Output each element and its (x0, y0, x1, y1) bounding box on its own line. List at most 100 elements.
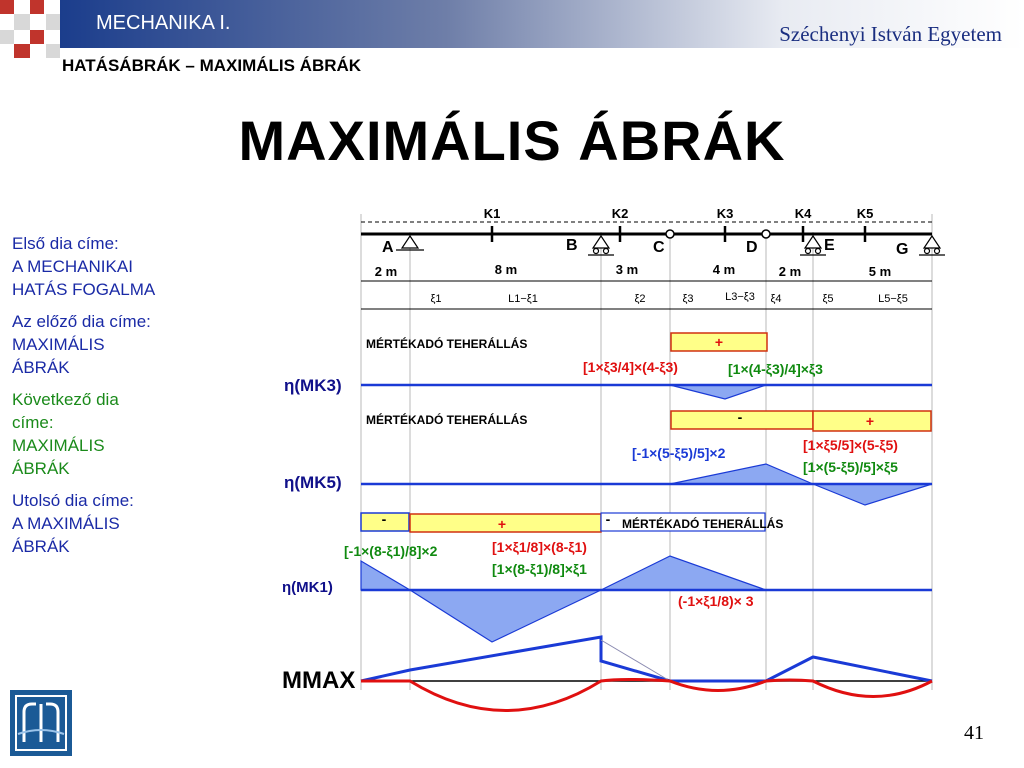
k5-formula-pos1: [1×ξ5/5]×(5-ξ5) (803, 437, 898, 453)
k1-influence-area-mid (407, 589, 602, 643)
section-ticks (490, 226, 867, 242)
load-sign-k1-minus-left: - (382, 511, 387, 527)
xi-label-6: ξ4 (770, 293, 781, 305)
load-box-k1-minus-right (600, 512, 766, 532)
page-title: MAXIMÁLIS ÁBRÁK (238, 109, 786, 172)
xi-label-3: ξ2 (634, 293, 645, 305)
header-bar (60, 0, 1024, 48)
mmax-label: MMAX (282, 667, 355, 694)
nav-last-title-2: ÁBRÁK (12, 537, 70, 556)
k3-formula-right: [1×(4-ξ3)/4]×ξ3 (728, 361, 823, 377)
nav-next-slide[interactable]: Következő dia címe: MAXIMÁLIS ÁBRÁK (12, 388, 212, 480)
k1-formula-neg2: (-1×ξ1/8)× 3 (678, 593, 754, 609)
slide-navigation: Első dia címe: A MECHANIKAI HATÁS FOGALM… (12, 232, 212, 567)
nav-next-title-2: ÁBRÁK (12, 459, 70, 478)
support-a (396, 234, 424, 251)
k1-influence-area-right (600, 555, 767, 591)
nav-last-label: Utolsó dia címe: (12, 491, 134, 510)
nav-prev-label: Az előző dia címe: (12, 312, 151, 331)
section-label-k3: K3 (717, 206, 734, 221)
xi-label-5: L3−ξ3 (725, 291, 755, 303)
nav-first-title-2: HATÁS FOGALMA (12, 280, 156, 299)
support-b (588, 234, 614, 256)
xi-label-4: ξ3 (682, 293, 693, 305)
nav-prev-slide[interactable]: Az előző dia címe: MAXIMÁLIS ÁBRÁK (12, 310, 212, 379)
support-e (800, 234, 826, 256)
span-label-ab-2m: 2 m (375, 264, 397, 279)
k5-formula-neg: [-1×(5-ξ5)/5]×2 (632, 445, 726, 461)
eta-k3-label: η(MK3) (284, 376, 342, 395)
supports (396, 234, 945, 256)
nav-prev-title-1: MAXIMÁLIS (12, 335, 105, 354)
span-label-ab-8m: 8 m (495, 262, 517, 277)
hinge-d (761, 229, 771, 239)
xi-label-2: L1−ξ1 (508, 293, 538, 305)
k1-formula-pos2: [1×(8-ξ1)/8]×ξ1 (492, 561, 587, 577)
load-box-k3-plus (670, 332, 768, 352)
xi-label-8: L5−ξ5 (878, 293, 908, 305)
university-name: Széchenyi István Egyetem (779, 22, 1002, 46)
section-label-k5: K5 (857, 206, 874, 221)
load-label-k5: MÉRTÉKADÓ TEHERÁLLÁS (366, 412, 527, 427)
span-labels: 2 m 8 m 3 m 4 m 2 m 5 m (375, 262, 891, 279)
mmax-helper-line (600, 639, 671, 682)
section-labels: K1 K2 K3 K4 K5 (484, 206, 874, 221)
course-title: MECHANIKA I. (96, 12, 231, 34)
nav-first-label: Első dia címe: (12, 234, 119, 253)
k3-influence-area (669, 384, 767, 400)
k5-influence-area-pos (812, 483, 933, 506)
nav-prev-title-2: ÁBRÁK (12, 358, 70, 377)
section-label-k1: K1 (484, 206, 501, 221)
load-sign-k5-minus: - (738, 409, 743, 425)
k3-formula-left: [1×ξ3/4]×(4-ξ3) (583, 359, 678, 375)
support-g (919, 234, 945, 256)
k1-formula-pos1: [1×ξ1/8]×(8-ξ1) (492, 539, 587, 555)
point-label-d: D (746, 239, 758, 256)
section-subtitle: HATÁSÁBRÁK – MAXIMÁLIS ÁBRÁK (62, 56, 362, 75)
nav-next-label-1: Következő dia (12, 390, 119, 409)
nav-last-slide[interactable]: Utolsó dia címe: A MAXIMÁLIS ÁBRÁK (12, 489, 212, 558)
span-label-de: 2 m (779, 264, 801, 279)
section-label-k2: K2 (612, 206, 629, 221)
page-number: 41 (964, 722, 984, 744)
point-labels: A B C D E G (382, 237, 908, 258)
span-label-eg: 5 m (869, 264, 891, 279)
load-sign-k1-minus-right: - (606, 511, 611, 527)
grid-lines (360, 214, 933, 690)
load-box-k1-minus-left (360, 512, 410, 532)
load-box-k5-plus (812, 410, 932, 432)
k5-influence-area-neg (669, 463, 814, 485)
k5-formula-pos2: [1×(5-ξ5)/5]×ξ5 (803, 459, 898, 475)
xi-labels: ξ1 L1−ξ1 ξ2 ξ3 L3−ξ3 ξ4 ξ5 L5−ξ5 (430, 291, 907, 305)
span-label-bc: 3 m (616, 262, 638, 277)
mmax-negative-envelope (361, 678, 933, 712)
xi-label-1: ξ1 (430, 293, 441, 305)
k1-formula-neg: [-1×(8-ξ1)/8]×2 (344, 543, 438, 559)
point-label-a: A (382, 239, 394, 256)
point-label-c: C (653, 239, 665, 256)
load-sign-k3-plus: + (715, 334, 723, 350)
load-label-k1: MÉRTÉKADÓ TEHERÁLLÁS (622, 516, 783, 531)
university-logo (10, 690, 72, 756)
load-sign-k5-plus: + (866, 413, 874, 429)
eta-k1-label: η(MK1) (282, 579, 333, 596)
nav-last-title-1: A MAXIMÁLIS (12, 514, 120, 533)
section-label-k4: K4 (795, 206, 812, 221)
nav-next-label-2: címe: (12, 413, 54, 432)
xi-label-7: ξ5 (822, 293, 833, 305)
span-dimensions (361, 280, 932, 310)
eta-k5-label: η(MK5) (284, 473, 342, 492)
point-label-b: B (566, 237, 578, 254)
span-label-cd: 4 m (713, 262, 735, 277)
load-label-k3: MÉRTÉKADÓ TEHERÁLLÁS (366, 336, 527, 351)
k1-influence-area-left (360, 559, 413, 591)
nav-first-slide[interactable]: Első dia címe: A MECHANIKAI HATÁS FOGALM… (12, 232, 212, 301)
hinge-c (665, 229, 675, 239)
point-label-g: G (896, 241, 908, 258)
load-sign-k1-plus: + (498, 516, 506, 532)
nav-next-title-1: MAXIMÁLIS (12, 436, 105, 455)
point-label-e: E (824, 237, 835, 254)
nav-first-title-1: A MECHANIKAI (12, 257, 133, 276)
mmax-positive-envelope (360, 635, 933, 683)
